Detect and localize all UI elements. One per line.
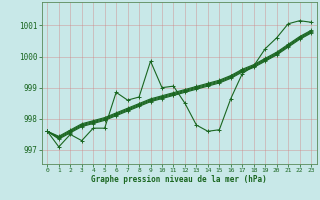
X-axis label: Graphe pression niveau de la mer (hPa): Graphe pression niveau de la mer (hPa)	[91, 175, 267, 184]
